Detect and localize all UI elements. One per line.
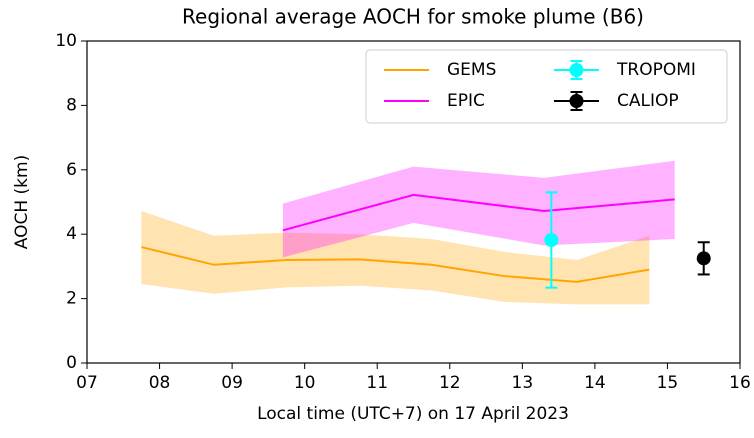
marker: [696, 251, 711, 266]
x-tick-label: 16: [729, 373, 751, 393]
uncertainty-band: [282, 160, 675, 258]
x-axis-label: Local time (UTC+7) on 17 April 2023: [257, 404, 569, 424]
x-tick-label: 07: [76, 373, 98, 393]
legend-swatch: [569, 94, 584, 108]
line: [282, 193, 675, 232]
y-tick-label: 6: [66, 160, 77, 180]
plot-frame: [86, 40, 741, 364]
y-tick-label: 10: [55, 31, 77, 51]
legend-label: EPIC: [447, 91, 485, 111]
x-tick-label: 14: [584, 373, 606, 393]
legend-label: CALIOP: [617, 91, 679, 111]
y-tick-label: 0: [66, 353, 77, 373]
x-tick-label: 13: [512, 373, 534, 393]
line: [141, 246, 650, 283]
x-tick-label: 12: [439, 373, 461, 393]
x-tick-label: 10: [294, 373, 316, 393]
x-tick-label: 15: [657, 373, 679, 393]
y-tick-label: 2: [66, 289, 77, 309]
x-tick-label: 08: [149, 373, 171, 393]
y-tick-label: 4: [66, 224, 77, 244]
x-tick-label: 11: [366, 373, 388, 393]
chart-title: Regional average AOCH for smoke plume (B…: [182, 5, 644, 29]
legend-label: GEMS: [447, 60, 496, 80]
legend-swatch: [569, 63, 584, 77]
y-tick-label: 8: [66, 95, 77, 115]
uncertainty-band: [141, 211, 650, 305]
marker: [544, 232, 559, 247]
x-tick-label: 09: [221, 373, 243, 393]
legend-box: [365, 49, 728, 124]
legend-label: TROPOMI: [616, 60, 696, 80]
y-axis-label: AOCH (km): [12, 155, 32, 249]
